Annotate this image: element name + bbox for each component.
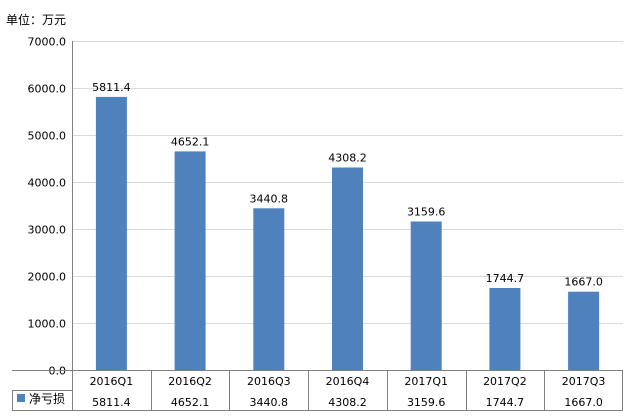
data-label: 4652.1 xyxy=(171,135,210,148)
legend-series-name: 净亏损 xyxy=(29,392,65,406)
y-tick-label: 5000.0 xyxy=(28,130,67,143)
x-category-label: 2016Q3 xyxy=(247,375,291,388)
data-label: 1744.7 xyxy=(486,272,525,285)
x-category-label: 2016Q2 xyxy=(168,375,212,388)
data-label: 3440.8 xyxy=(250,192,289,205)
unit-label: 单位：万元 xyxy=(6,12,66,27)
x-category-label: 2017Q3 xyxy=(562,375,606,388)
y-axis-ticks: 0.01000.02000.03000.04000.05000.06000.07… xyxy=(28,36,67,378)
y-tick-label: 3000.0 xyxy=(28,224,67,237)
table-value-cell: 3440.8 xyxy=(250,396,289,409)
bar-2016Q2 xyxy=(174,151,206,370)
data-label: 1667.0 xyxy=(564,276,603,289)
x-category-label: 2016Q4 xyxy=(326,375,370,388)
bar-2016Q4 xyxy=(332,167,363,370)
y-tick-label: 7000.0 xyxy=(28,36,67,49)
table-value-cell: 1667.0 xyxy=(564,396,603,409)
table-value-cell: 4652.1 xyxy=(171,396,210,409)
data-label: 3159.6 xyxy=(407,206,446,219)
data-label: 5811.4 xyxy=(92,81,131,94)
bar-2017Q1 xyxy=(410,221,442,370)
legend-swatch xyxy=(17,394,25,402)
y-tick-label: 1000.0 xyxy=(28,318,67,331)
data-label: 4308.2 xyxy=(328,152,367,165)
table-value-cell: 1744.7 xyxy=(486,396,525,409)
y-tick-label: 6000.0 xyxy=(28,83,67,96)
data-labels: 5811.4 4652.1 3440.8 4308.2 3159.6 1744.7 1667… xyxy=(92,81,603,289)
x-category-label: 2017Q1 xyxy=(404,375,448,388)
table-value-cell: 4308.2 xyxy=(328,396,367,409)
bar-2017Q2 xyxy=(489,288,521,370)
bar-2016Q3 xyxy=(253,208,285,370)
table-value-cell: 5811.4 xyxy=(92,396,131,409)
bars xyxy=(95,96,600,371)
x-category-label: 2017Q2 xyxy=(483,375,527,388)
x-category-label: 2016Q1 xyxy=(90,375,134,388)
y-tick-label: 4000.0 xyxy=(28,177,67,190)
bar-2017Q3 xyxy=(568,291,600,370)
data-table: 2016Q1 5811.4 2016Q2 4652.1 2016Q3 3440.8 2016… xyxy=(12,370,623,411)
bar-2016Q1 xyxy=(95,96,127,371)
table-value-cell: 3159.6 xyxy=(407,396,446,409)
y-tick-label: 2000.0 xyxy=(28,271,67,284)
